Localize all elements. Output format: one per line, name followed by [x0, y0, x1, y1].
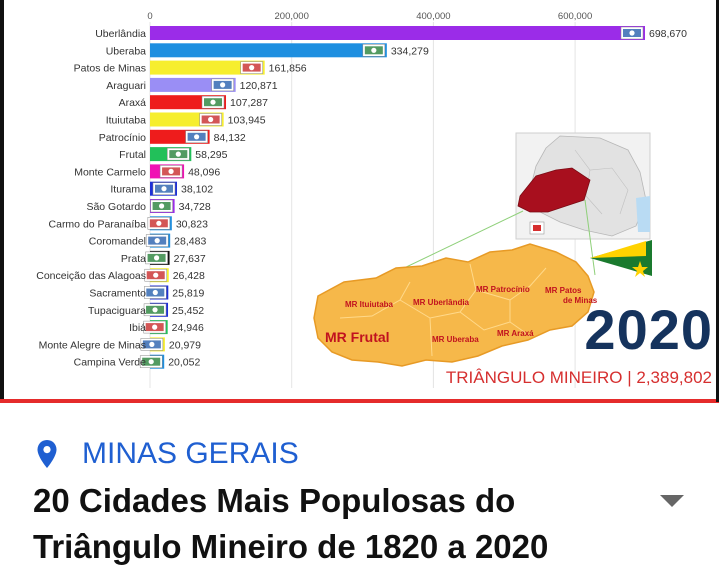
city-label: Frutal — [119, 149, 146, 161]
location-label: MINAS GERAIS — [82, 437, 299, 470]
value-label: 58,295 — [195, 149, 227, 161]
value-label: 26,428 — [173, 270, 205, 282]
value-label: 334,279 — [391, 45, 429, 57]
x-tick-label: 0 — [147, 11, 152, 22]
city-label: Tupaciguara — [88, 305, 146, 317]
city-flag-icon — [240, 61, 263, 74]
value-label: 25,819 — [172, 288, 204, 300]
city-flag-icon — [620, 26, 644, 40]
value-label: 107,287 — [230, 97, 268, 109]
value-label: 103,945 — [228, 115, 266, 127]
x-tick-label: 200,000 — [275, 11, 309, 22]
value-label: 28,483 — [174, 236, 206, 248]
city-label: Conceição das Alagoas — [36, 270, 146, 282]
city-flag-icon — [140, 338, 164, 351]
value-label: 30,823 — [176, 218, 208, 230]
city-flag-icon — [143, 303, 167, 317]
city-label: Ibiá — [129, 322, 146, 334]
location-tag[interactable]: MINAS GERAIS — [36, 436, 299, 472]
city-label: Prata — [121, 253, 146, 265]
city-label: Carmo do Paranaíba — [49, 218, 147, 230]
city-label: Araxá — [119, 97, 147, 109]
value-label: 161,856 — [269, 63, 307, 75]
video-thumbnail[interactable]: 0 200,000 400,000 600,000 MR Ituiutaba MR Ub… — [0, 0, 719, 403]
value-label: 48,096 — [188, 166, 220, 178]
chevron-down-icon[interactable] — [650, 482, 694, 518]
x-tick-label: 600,000 — [558, 11, 592, 22]
bar — [150, 60, 265, 75]
city-label: Ituiutaba — [106, 115, 146, 127]
bar-chart-race: 0 200,000 400,000 600,000 MR Ituiutaba MR Ub… — [36, 11, 687, 388]
value-label: 84,132 — [214, 132, 246, 144]
city-flag-icon — [167, 147, 190, 161]
map-region-label: MR Uberlândia — [413, 298, 470, 307]
value-label: 20,979 — [169, 339, 201, 351]
value-label: 25,452 — [172, 305, 204, 317]
value-label: 120,871 — [240, 80, 278, 92]
value-label: 34,728 — [179, 201, 211, 213]
city-flag-icon — [145, 251, 168, 265]
city-flag-icon — [147, 217, 171, 230]
value-label: 24,946 — [172, 322, 204, 334]
city-flag-icon — [159, 165, 183, 178]
value-label: 38,102 — [181, 184, 213, 196]
total-population-label: TRIÂNGULO MINEIRO | 2,389,802 — [445, 368, 712, 387]
year-label: 2020 — [584, 298, 713, 361]
video-title: 20 Cidades Mais Populosas do Triângulo M… — [33, 482, 549, 565]
map-region-labels: MR Ituiutaba MR Uberlândia MR Patrocínio MR… — [325, 285, 598, 345]
city-flag-icon — [211, 78, 234, 92]
map-pin-icon — [37, 440, 57, 468]
city-flag-icon — [150, 199, 173, 213]
city-label: Sacramento — [89, 288, 146, 300]
map-region-label: MR Patrocínio — [476, 285, 530, 294]
city-label: Monte Carmelo — [74, 166, 146, 178]
minas-gerais-inset-map — [515, 132, 651, 240]
bar — [150, 43, 387, 58]
map-region-label: MR Araxá — [497, 329, 534, 338]
city-labels: Uberlândia Uberaba Patos de Minas Araguari A… — [36, 28, 146, 369]
city-flag-icon — [144, 268, 167, 282]
city-label: Patrocínio — [99, 132, 146, 144]
x-tick-label: 400,000 — [416, 11, 450, 22]
map-region-label: MR Ituiutaba — [345, 300, 394, 309]
city-label: Uberlândia — [95, 28, 146, 40]
value-label: 20,052 — [168, 357, 200, 369]
x-axis-ticks: 0 200,000 400,000 600,000 — [147, 11, 592, 22]
triangulo-mineiro-flag-icon — [590, 240, 652, 277]
value-label: 27,637 — [174, 253, 206, 265]
city-label: Iturama — [110, 184, 146, 196]
bar — [150, 26, 645, 40]
connector-lines — [399, 199, 596, 276]
city-flag-icon — [145, 234, 169, 247]
value-label: 698,670 — [649, 28, 687, 40]
map-region-label: MR Uberaba — [432, 335, 479, 344]
city-flag-icon — [152, 182, 176, 195]
small-flag-icon — [529, 221, 545, 235]
city-flag-icon — [185, 130, 208, 144]
city-flag-icon — [144, 286, 167, 299]
city-label: Uberaba — [106, 45, 146, 57]
city-flag-icon — [143, 320, 166, 334]
video-progress-bar[interactable] — [0, 399, 719, 403]
city-label: São Gotardo — [86, 201, 146, 213]
map-region-label: MR Patos de Minas — [545, 286, 598, 305]
city-flag-icon — [139, 355, 163, 368]
city-label: Campina Verde — [74, 357, 147, 369]
value-labels: 698,670 334,279 161,856 120,871 107,287 103,9… — [168, 28, 687, 369]
city-flag-icon — [199, 113, 222, 126]
city-label: Monte Alegre de Minas — [39, 339, 146, 351]
city-label: Araguari — [106, 80, 146, 92]
city-flag-icon — [201, 95, 225, 109]
city-flag-icon — [362, 44, 386, 57]
city-label: Coromandel — [89, 236, 146, 248]
city-label: Patos de Minas — [74, 63, 146, 75]
map-region-label: MR Frutal — [325, 329, 390, 345]
triangulo-mineiro-region-map — [313, 243, 595, 367]
city-flags — [139, 26, 644, 368]
